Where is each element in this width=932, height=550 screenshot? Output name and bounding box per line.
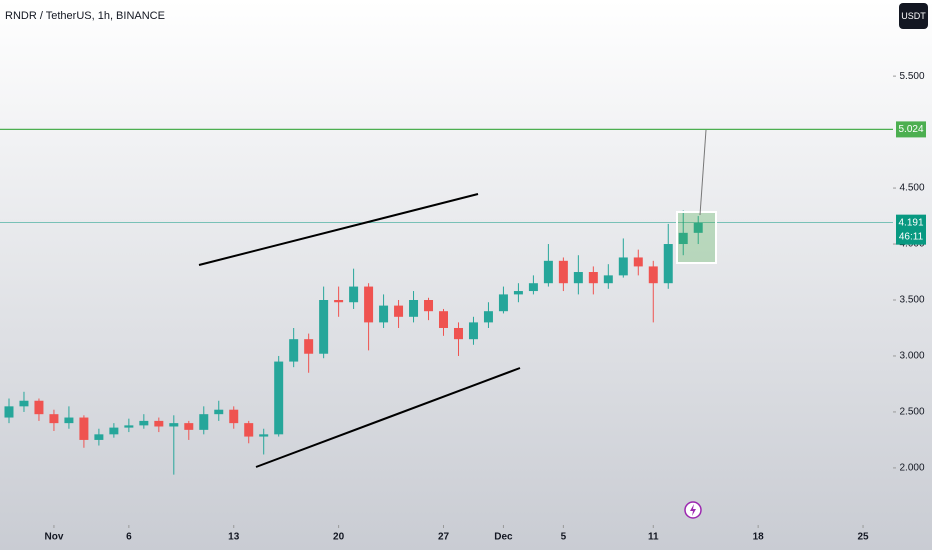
y-tick-label: 3.500 (899, 295, 924, 306)
candle-body (199, 414, 209, 430)
candle-body (528, 283, 538, 292)
candle-body (334, 300, 344, 303)
x-tick-label: 13 (228, 532, 240, 543)
x-tick-label: 25 (857, 532, 869, 543)
candle-body (304, 339, 314, 354)
last-price-box (896, 214, 926, 245)
candle-body (513, 291, 523, 295)
candle-body (618, 257, 628, 276)
candle-body (394, 305, 404, 317)
y-tick-label: 2.500 (899, 407, 924, 418)
candle-body (453, 327, 463, 340)
candle-body (169, 423, 179, 427)
candle-body (64, 417, 74, 424)
candle-body (603, 275, 613, 284)
candle-body (124, 425, 134, 428)
channel-top (198, 193, 479, 266)
x-tick-label: 6 (126, 532, 132, 543)
candle-body (4, 406, 14, 418)
candle-body (274, 361, 284, 435)
y-tick-label: 3.000 (899, 351, 924, 362)
candle-body (94, 434, 104, 440)
candle-body (244, 423, 254, 437)
last-price-label: 4.191 (898, 217, 923, 228)
x-tick-label: 27 (438, 532, 450, 543)
candle-body (588, 272, 598, 284)
candle-body (663, 244, 673, 284)
candle-body (424, 300, 434, 312)
level-price-box (896, 121, 926, 138)
y-tick-label: 2.000 (899, 463, 924, 474)
candle-body (184, 423, 194, 430)
candle-body (319, 300, 329, 354)
x-tick-label: 18 (753, 532, 765, 543)
candle-body (468, 322, 478, 340)
highlight-box (676, 211, 717, 264)
candle-body (79, 417, 89, 440)
currency-label[interactable]: USDT (901, 11, 926, 21)
candle-body (19, 400, 29, 407)
candle-body (633, 257, 643, 267)
candle-body (439, 311, 448, 328)
candle-body (648, 266, 658, 284)
candle-body (693, 222, 703, 233)
candle-body (349, 286, 359, 303)
candle-body (498, 294, 508, 312)
level-price-label: 5.024 (898, 124, 923, 135)
candle-body (109, 427, 119, 435)
candle-body (259, 434, 269, 437)
chart-title: RNDR / TetherUS, 1h, BINANCE (5, 10, 165, 22)
x-tick-label: Nov (44, 532, 63, 543)
candle-body (573, 272, 583, 284)
y-tick-label: 4.500 (899, 183, 924, 194)
x-tick-label: Dec (494, 532, 513, 543)
candle-body (678, 232, 688, 245)
event-bolt (690, 504, 696, 516)
projection-line (699, 129, 707, 216)
channel-bottom (255, 367, 521, 468)
x-tick-label: 20 (333, 532, 345, 543)
countdown-label: 46:11 (899, 231, 924, 242)
x-tick-label: 5 (561, 532, 567, 543)
candle-body (483, 311, 493, 323)
candle-body (543, 260, 553, 284)
candle-body (154, 420, 164, 427)
candle-body (364, 286, 374, 323)
candle-body (229, 409, 239, 424)
candle-body (409, 300, 419, 317)
currency-button[interactable] (899, 3, 928, 29)
candle-body (49, 414, 59, 424)
candle-body (139, 420, 149, 426)
candle-body (214, 409, 224, 415)
candle-body (558, 260, 568, 284)
x-tick-label: 11 (648, 532, 659, 543)
y-tick-label: 5.500 (899, 71, 924, 82)
candle-body (289, 339, 299, 362)
candle-body (34, 400, 44, 415)
candle-body (379, 305, 389, 323)
